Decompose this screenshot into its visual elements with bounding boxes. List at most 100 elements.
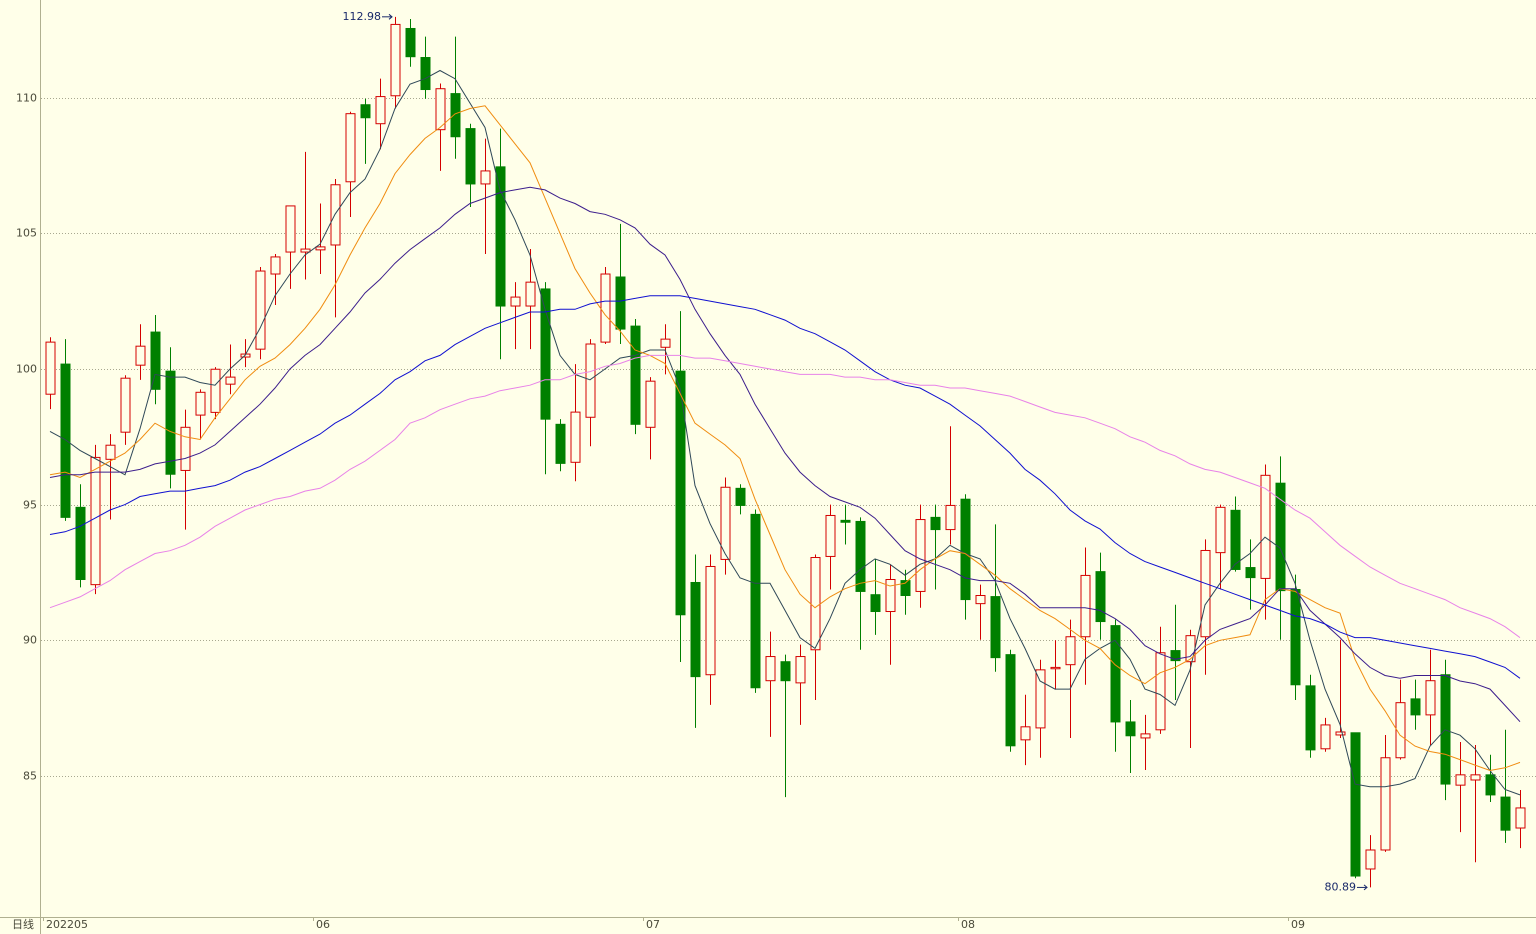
candle-body bbox=[1290, 589, 1301, 686]
candle-body bbox=[1230, 509, 1241, 570]
candle-body bbox=[1500, 796, 1511, 831]
candle-body bbox=[495, 166, 506, 307]
candle-body bbox=[210, 368, 221, 413]
candle-body bbox=[675, 370, 686, 616]
candle-body bbox=[885, 579, 896, 613]
x-tick-label: 09 bbox=[1291, 918, 1305, 931]
candle-body bbox=[525, 281, 536, 307]
candle-body bbox=[945, 504, 956, 531]
candle-body bbox=[1275, 482, 1286, 592]
candle-body bbox=[915, 519, 926, 592]
candle-body bbox=[660, 338, 671, 348]
candle-body bbox=[1020, 726, 1031, 741]
candle-body bbox=[1515, 807, 1526, 829]
candle-body bbox=[795, 656, 806, 684]
candle-body bbox=[300, 248, 311, 253]
candle-body bbox=[1410, 698, 1421, 716]
candle-body bbox=[180, 426, 191, 471]
candle-body bbox=[90, 456, 101, 586]
candle-body bbox=[990, 596, 1001, 659]
candle-body bbox=[600, 273, 611, 343]
candle-body bbox=[405, 27, 416, 58]
candle-body bbox=[1425, 680, 1436, 716]
candle-body bbox=[420, 57, 431, 91]
extreme-label: 80.89 bbox=[1325, 880, 1357, 893]
candle-body bbox=[1395, 702, 1406, 759]
moving-average-line bbox=[49, 69, 1521, 796]
candle-body bbox=[510, 296, 521, 307]
candle-body bbox=[1185, 635, 1196, 663]
candle-body bbox=[1260, 474, 1271, 579]
candle-body bbox=[540, 288, 551, 420]
candle-body bbox=[1470, 774, 1481, 781]
candle-body bbox=[810, 557, 821, 651]
x-tick-label: 06 bbox=[316, 918, 330, 931]
candle-body bbox=[345, 113, 356, 183]
candle-body bbox=[435, 88, 446, 131]
candle-body bbox=[450, 93, 461, 138]
moving-average-line bbox=[49, 295, 1521, 679]
candle-body bbox=[285, 205, 296, 253]
y-tick-label: 100 bbox=[16, 363, 37, 376]
y-tick-label: 110 bbox=[16, 92, 37, 105]
moving-average-line bbox=[49, 354, 1521, 639]
candle-body bbox=[1455, 774, 1466, 786]
candle-body bbox=[1170, 650, 1181, 662]
y-tick-label: 85 bbox=[23, 770, 37, 783]
candle-body bbox=[270, 256, 281, 275]
period-label: 日线 bbox=[12, 917, 34, 931]
candle-body bbox=[105, 444, 116, 460]
candle-body bbox=[120, 377, 131, 433]
candle-body bbox=[1245, 567, 1256, 579]
candle-body bbox=[555, 423, 566, 464]
candle-body bbox=[1380, 757, 1391, 851]
candle-body bbox=[225, 376, 236, 385]
candle-body bbox=[1125, 721, 1136, 737]
candle-body bbox=[330, 184, 341, 246]
candle-body bbox=[1440, 674, 1451, 785]
candle-body bbox=[1320, 724, 1331, 750]
candle-body bbox=[1350, 732, 1361, 877]
candle-body bbox=[630, 325, 641, 425]
candle-body bbox=[645, 380, 656, 428]
candle-body bbox=[315, 246, 326, 251]
candle-body bbox=[1140, 733, 1151, 739]
candle-body bbox=[150, 331, 161, 390]
extreme-arrow-head bbox=[388, 13, 393, 20]
candle-body bbox=[960, 498, 971, 601]
extreme-label: 112.98 bbox=[343, 10, 382, 23]
y-tick-label: 105 bbox=[16, 227, 37, 240]
candle-body bbox=[1050, 666, 1061, 670]
candle-body bbox=[855, 520, 866, 592]
candle-body bbox=[705, 565, 716, 676]
candle-body bbox=[1035, 669, 1046, 729]
candle-body bbox=[1095, 571, 1106, 623]
candle-body bbox=[465, 128, 476, 185]
x-tick-label: 07 bbox=[646, 918, 660, 931]
candle-body bbox=[1215, 506, 1226, 554]
candle-body bbox=[720, 486, 731, 560]
candle-body bbox=[255, 270, 266, 350]
candle-body bbox=[360, 104, 371, 119]
candle-body bbox=[1335, 731, 1346, 736]
candle-body bbox=[870, 594, 881, 613]
candle-body bbox=[165, 370, 176, 475]
candle-body bbox=[480, 170, 491, 185]
candle-body bbox=[735, 487, 746, 506]
candle-body bbox=[1065, 636, 1076, 666]
candle-body bbox=[1080, 574, 1091, 638]
candle-body bbox=[1365, 849, 1376, 870]
candle-body bbox=[975, 595, 986, 605]
candle-body bbox=[900, 580, 911, 597]
candle-body bbox=[1200, 549, 1211, 638]
candle-body bbox=[135, 345, 146, 366]
x-tick-label: 08 bbox=[961, 918, 975, 931]
x-tick-label: 202205 bbox=[46, 918, 88, 931]
candle-body bbox=[1110, 625, 1121, 723]
candle-body bbox=[570, 411, 581, 463]
candle-body bbox=[75, 506, 86, 581]
moving-average-line bbox=[49, 105, 1521, 772]
candle-body bbox=[1155, 652, 1166, 731]
candle-body bbox=[60, 363, 71, 518]
